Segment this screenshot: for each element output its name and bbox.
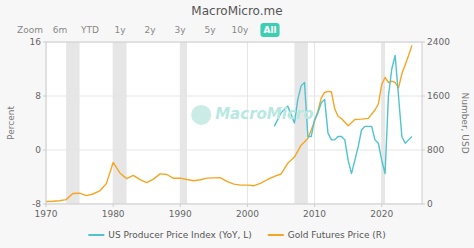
tick-label: 16 xyxy=(30,37,42,47)
legend-item[interactable]: US Producer Price Index (YoY, L) xyxy=(88,230,251,240)
zoom-button[interactable]: Zoom xyxy=(17,25,43,35)
tick-label: 0 xyxy=(35,145,41,155)
zoom-button[interactable]: 2y xyxy=(144,25,156,35)
tick-label: 2400 xyxy=(427,37,450,47)
tick xyxy=(247,204,248,207)
tick xyxy=(422,96,425,97)
watermark-icon xyxy=(191,105,211,125)
tick xyxy=(43,42,46,43)
zoom-label[interactable]: 6m xyxy=(53,25,68,35)
plot-area xyxy=(46,42,422,204)
tick-label: -8 xyxy=(32,199,41,209)
legend: US Producer Price Index (YoY, L) Gold Fut… xyxy=(88,230,385,240)
tick xyxy=(43,96,46,97)
tick-label: 1970 xyxy=(35,209,58,219)
zoom-button[interactable]: 6m xyxy=(53,25,68,35)
zoom-label[interactable]: All xyxy=(263,25,276,35)
zoom-button[interactable]: YTD xyxy=(80,25,99,35)
axis-label: Number, USD xyxy=(460,92,470,153)
tick xyxy=(422,42,425,43)
zoom-button[interactable]: 5y xyxy=(204,25,216,35)
tick xyxy=(314,204,315,207)
legend-item[interactable]: Gold Futures Price (R) xyxy=(268,230,386,240)
watermark: MacroMicro xyxy=(215,105,313,123)
tick xyxy=(422,150,425,151)
shaded-region xyxy=(66,42,79,204)
grid-line xyxy=(381,42,382,204)
zoom-button[interactable]: All xyxy=(260,23,279,37)
tick xyxy=(422,204,425,205)
tick xyxy=(46,204,47,207)
zoom-label[interactable]: 5y xyxy=(204,25,216,35)
legend-swatch[interactable] xyxy=(88,234,104,236)
tick-label: 1980 xyxy=(102,209,125,219)
zoom-button[interactable]: 3y xyxy=(174,25,186,35)
grid-line xyxy=(46,96,422,97)
tick-label: 8 xyxy=(35,91,41,101)
zoom-button[interactable]: 10y xyxy=(232,25,249,35)
legend-label[interactable]: US Producer Price Index (YoY, L) xyxy=(108,230,251,240)
legend-swatch[interactable] xyxy=(268,234,284,236)
series-line xyxy=(46,45,412,201)
tick xyxy=(180,204,181,207)
tick-label: 2010 xyxy=(303,209,326,219)
shaded-region xyxy=(113,42,126,204)
zoom-label[interactable]: 1y xyxy=(114,25,126,35)
zoom-label[interactable]: 3y xyxy=(174,25,186,35)
axis-label: Percent xyxy=(6,106,16,140)
zoom-active[interactable] xyxy=(260,23,279,37)
tick-label: 800 xyxy=(427,145,444,155)
grid-line xyxy=(180,42,181,204)
tick-label: 1600 xyxy=(427,91,450,101)
tick-label: 2020 xyxy=(370,209,393,219)
grid-line xyxy=(46,150,422,151)
chart: MacroMicro.me Zoom 6m YTD 1y 2y 3y 5y 10y All Macr… xyxy=(0,0,474,248)
zoom-label[interactable]: 10y xyxy=(232,25,249,35)
legend-label[interactable]: Gold Futures Price (R) xyxy=(288,230,386,240)
shaded-region xyxy=(382,42,385,204)
title: MacroMicro.me xyxy=(191,4,282,18)
zoom-button[interactable]: 1y xyxy=(114,25,126,35)
zoom-label[interactable]: 2y xyxy=(144,25,156,35)
tick xyxy=(113,204,114,207)
tick-label: 1990 xyxy=(169,209,192,219)
tick xyxy=(43,150,46,151)
tick-label: 2000 xyxy=(236,209,259,219)
plot-frame xyxy=(46,42,422,204)
grid-line xyxy=(113,42,114,204)
tick xyxy=(381,204,382,207)
zoom-label[interactable]: Zoom xyxy=(17,25,43,35)
tick-label: 0 xyxy=(427,199,433,209)
plot xyxy=(46,42,422,204)
zoom-label[interactable]: YTD xyxy=(80,25,99,35)
